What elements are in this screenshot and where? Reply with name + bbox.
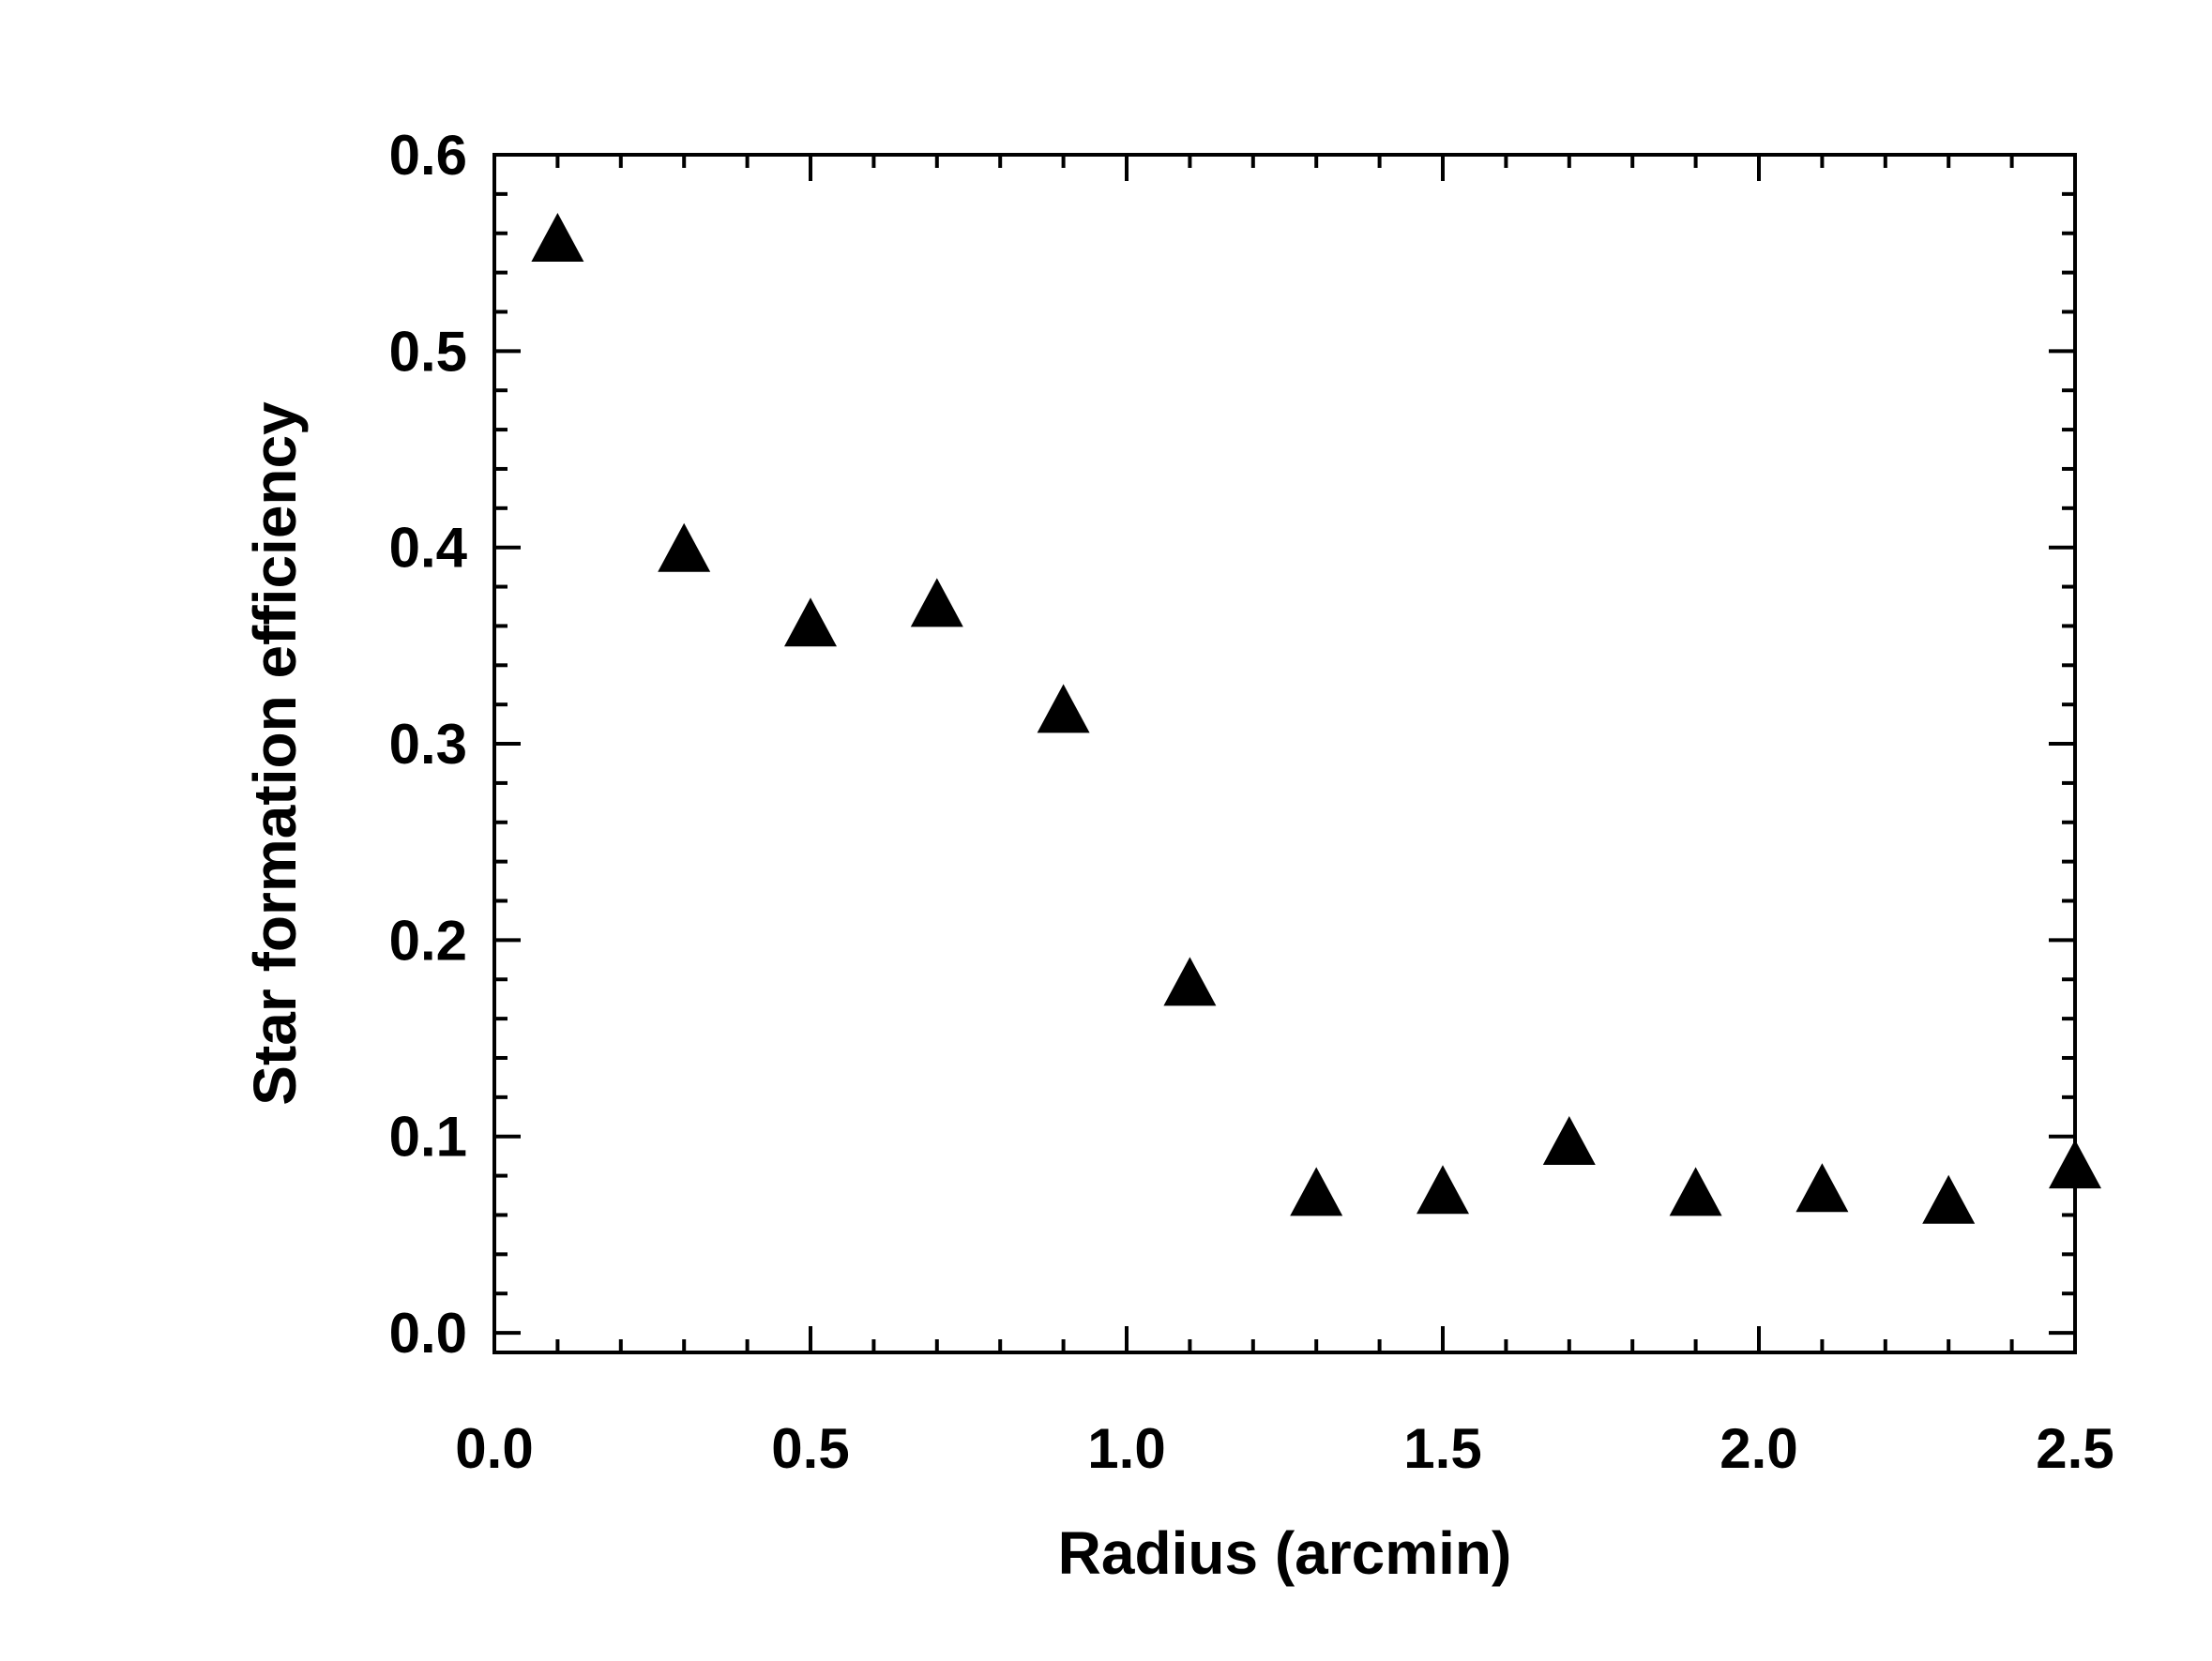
data-markers — [531, 212, 2101, 1224]
plot-frame — [492, 153, 2077, 1354]
data-point — [910, 578, 963, 627]
x-tick-label: 2.0 — [1720, 1417, 1797, 1480]
minor-ticks — [494, 155, 2075, 1352]
x-axis-title: Radius (arcmin) — [1058, 1519, 1512, 1587]
y-tick-label: 0.6 — [389, 124, 467, 187]
data-point — [658, 522, 711, 572]
data-point — [1795, 1163, 1849, 1213]
data-point — [2049, 1140, 2101, 1189]
data-point — [1037, 684, 1090, 733]
data-point — [1290, 1167, 1343, 1216]
x-tick-label: 1.0 — [1087, 1417, 1165, 1480]
data-point — [531, 212, 584, 262]
y-tick-label: 0.0 — [389, 1302, 467, 1365]
data-point — [1669, 1167, 1722, 1216]
x-tick-label: 1.5 — [1403, 1417, 1481, 1480]
x-tick-label: 2.5 — [2036, 1417, 2114, 1480]
y-tick-labels: 0.0 0.1 0.2 0.3 0.4 0.5 0.6 — [389, 124, 468, 1365]
data-point — [784, 597, 837, 647]
y-tick-label: 0.3 — [389, 713, 467, 776]
y-tick-label: 0.5 — [389, 320, 467, 383]
data-point — [1922, 1174, 1976, 1224]
data-point — [1417, 1165, 1469, 1215]
data-point — [1163, 957, 1217, 1006]
x-tick-label: 0.0 — [455, 1417, 533, 1480]
y-tick-label: 0.2 — [389, 909, 467, 972]
x-tick-label: 0.5 — [771, 1417, 849, 1480]
y-tick-label: 0.1 — [389, 1106, 467, 1169]
y-tick-label: 0.4 — [389, 517, 468, 580]
data-point — [1542, 1115, 1596, 1165]
y-axis-title: Star formation efficiency — [241, 401, 309, 1106]
x-tick-labels: 0.0 0.5 1.0 1.5 2.0 2.5 — [455, 1417, 2114, 1480]
